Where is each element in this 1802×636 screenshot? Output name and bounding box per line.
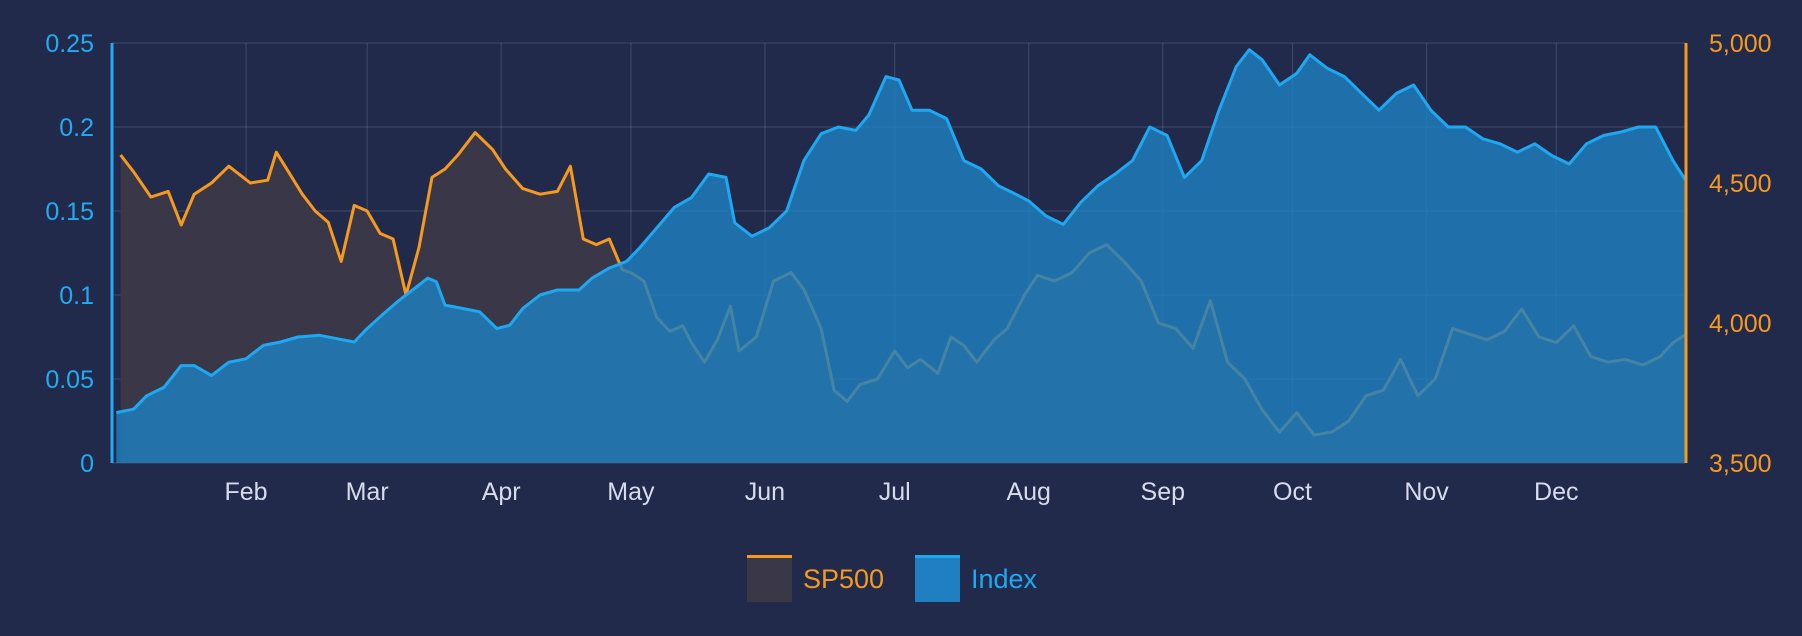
legend-label: Index <box>971 564 1038 594</box>
right-tick-label: 3,500 <box>1709 450 1772 478</box>
left-tick-label: 0.25 <box>45 30 94 58</box>
legend[interactable]: SP500 Index <box>747 555 1038 602</box>
x-tick-label: Dec <box>1534 478 1578 506</box>
x-tick-label: Sep <box>1141 478 1185 506</box>
left-tick-label: 0.15 <box>45 198 94 226</box>
axes <box>110 43 1688 463</box>
right-tick-label: 4,500 <box>1709 170 1772 198</box>
legend-swatch <box>747 556 792 602</box>
x-tick-label: Jul <box>879 478 911 506</box>
left-tick-label: 0.1 <box>59 282 94 310</box>
legend-swatch-line <box>747 555 792 558</box>
left-axis-ticks: 0 0.05 0.1 0.15 0.2 0.25 <box>45 30 94 478</box>
legend-label: SP500 <box>803 564 884 594</box>
x-tick-label: Apr <box>482 478 521 506</box>
index-line <box>116 48 1688 415</box>
x-tick-label: Nov <box>1404 478 1449 506</box>
legend-swatch-line <box>915 555 960 558</box>
legend-item-index[interactable]: Index <box>915 555 1038 602</box>
legend-swatch <box>915 556 960 602</box>
series-index <box>116 48 1688 463</box>
x-tick-label: Jun <box>745 478 785 506</box>
x-tick-label: May <box>607 478 655 506</box>
right-axis-ticks: 3,500 4,000 4,500 5,000 <box>1709 30 1772 478</box>
x-axis-ticks: Feb Mar Apr May Jun Jul Aug Sep Oct Nov Dec <box>225 478 1579 506</box>
x-tick-label: Feb <box>225 478 268 506</box>
left-tick-label: 0.2 <box>59 114 94 142</box>
right-tick-label: 5,000 <box>1709 30 1772 58</box>
left-tick-label: 0 <box>80 450 94 478</box>
index-area <box>116 49 1686 463</box>
x-tick-label: Aug <box>1006 478 1050 506</box>
right-tick-label: 4,000 <box>1709 310 1772 338</box>
x-tick-label: Oct <box>1273 478 1312 506</box>
legend-item-sp500[interactable]: SP500 <box>747 555 884 602</box>
x-tick-label: Mar <box>346 478 389 506</box>
left-tick-label: 0.05 <box>45 366 94 394</box>
